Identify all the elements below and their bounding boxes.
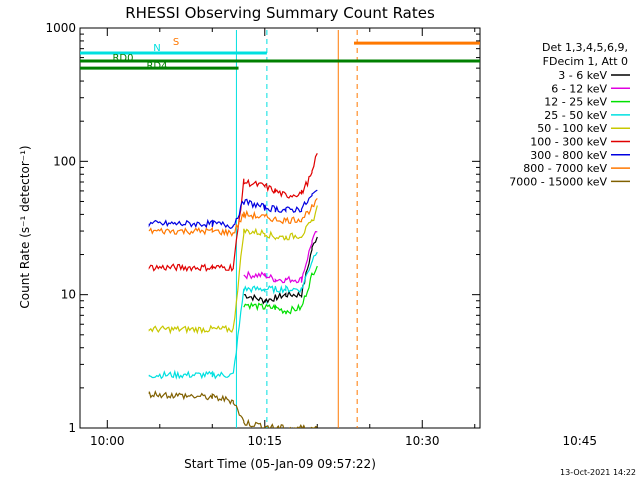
footer-date: 13-Oct-2021 14:22: [560, 468, 636, 477]
plot-area: 110100100010:0010:1510:3010:4511:0011:15…: [45, 21, 597, 448]
legend-header-line: FDecim 1, Att 0: [543, 55, 628, 68]
series-line-5: [148, 153, 318, 273]
series-line-1: [243, 230, 318, 284]
legend-entry-label: 50 - 100 keV: [537, 122, 607, 135]
plot-content: [80, 30, 480, 428]
y-axis-label: Count Rate (s⁻¹ detector⁻¹): [18, 145, 32, 308]
legend-entry-label: 100 - 300 keV: [530, 136, 607, 149]
legend-entry-label: 12 - 25 keV: [544, 96, 607, 109]
x-tick-label: 10:45: [562, 434, 597, 448]
legend-entry-label: 25 - 50 keV: [544, 109, 607, 122]
series-line-4: [148, 205, 318, 335]
legend: Det 1,3,4,5,6,9,FDecim 1, Att 03 - 6 keV…: [509, 41, 630, 188]
legend-entry-label: 7000 - 15000 keV: [509, 175, 607, 188]
flag-label-rd4: RD4: [146, 61, 167, 72]
series-line-8: [148, 390, 318, 428]
x-tick-label: 10:15: [247, 434, 282, 448]
legend-entry-label: 800 - 7000 keV: [523, 162, 607, 175]
series-line-6: [148, 189, 318, 229]
y-tick-label: 10: [61, 288, 76, 302]
legend-entry-label: 3 - 6 keV: [558, 69, 607, 82]
legend-entry-label: 6 - 12 keV: [551, 82, 607, 95]
x-tick-label: 10:30: [405, 434, 440, 448]
y-tick-label: 1000: [45, 21, 76, 35]
flag-label-rd0: RD0: [112, 53, 133, 64]
x-tick-label: 10:00: [90, 434, 125, 448]
chart-title: RHESSI Observing Summary Count Rates: [125, 4, 435, 22]
series-line-7: [148, 198, 318, 238]
x-axis-label: Start Time (05-Jan-09 09:57:22): [184, 457, 376, 471]
series-line-2: [243, 265, 318, 315]
y-tick-label: 100: [53, 154, 76, 168]
series-line-3: [148, 251, 318, 380]
flag-label-s: S: [173, 37, 179, 48]
legend-header-line: Det 1,3,4,5,6,9,: [542, 41, 628, 54]
y-tick-label: 1: [68, 421, 76, 435]
legend-entry-label: 300 - 800 keV: [530, 149, 607, 162]
flag-label-n: N: [153, 43, 160, 54]
